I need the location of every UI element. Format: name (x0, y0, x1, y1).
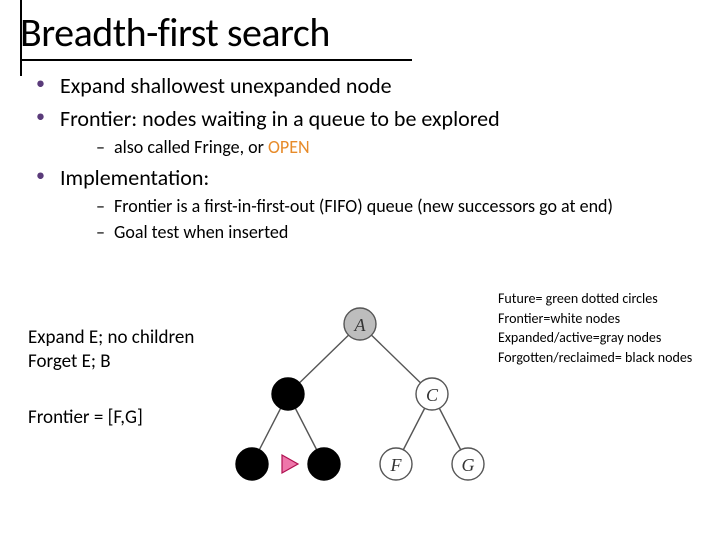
title-underline (20, 59, 412, 61)
bullet-3-text: Implementation: (60, 164, 209, 191)
legend-line-2: Frontier=white nodes (498, 309, 692, 329)
step-line-1: Expand E; no children (28, 326, 194, 350)
frontier-annotation: Frontier = [F,G] (28, 406, 143, 429)
tree-node-label-A: A (354, 315, 367, 335)
tree-node-label-F: F (390, 455, 403, 475)
bullet-3-1: Frontier is a first-in-first-out (FIFO) … (96, 195, 686, 217)
bullet-2: Frontier: nodes waiting in a queue to be… (36, 105, 686, 158)
bullet-2-text: Frontier: nodes waiting in a queue to be… (60, 105, 500, 132)
current-marker-icon (282, 455, 298, 473)
slide-title: Breadth-first search (20, 8, 412, 57)
step-annotation: Expand E; no children Forget E; B (28, 326, 194, 374)
title-block: Breadth-first search (20, 8, 412, 61)
step-line-2: Forget E; B (28, 350, 194, 374)
tree-diagram: A C F G (210, 296, 510, 506)
tree-node-D (236, 448, 268, 480)
bullet-1: Expand shallowest unexpanded node (36, 72, 686, 99)
tree-node-label-C: C (426, 385, 439, 405)
tree-svg: A C F G (210, 296, 510, 506)
legend: Future= green dotted circles Frontier=wh… (498, 289, 692, 367)
bullet-list: Expand shallowest unexpanded node Fronti… (36, 72, 686, 249)
bullet-2-1: also called Fringe, or OPEN (96, 136, 686, 158)
bullet-2-1-b: OPEN (268, 136, 310, 158)
legend-line-3: Expanded/active=gray nodes (498, 328, 692, 348)
bullet-2-1-a: also called Fringe, or (114, 136, 268, 158)
legend-line-1: Future= green dotted circles (498, 289, 692, 309)
bullet-3: Implementation: Frontier is a first-in-f… (36, 164, 686, 243)
legend-line-4: Forgotten/reclaimed= black nodes (498, 348, 692, 368)
tree-node-label-G: G (462, 455, 475, 475)
tree-node-B (272, 378, 304, 410)
slide: Breadth-first search Expand shallowest u… (0, 0, 720, 540)
tree-node-E (308, 448, 340, 480)
bullet-3-2: Goal test when inserted (96, 221, 686, 243)
